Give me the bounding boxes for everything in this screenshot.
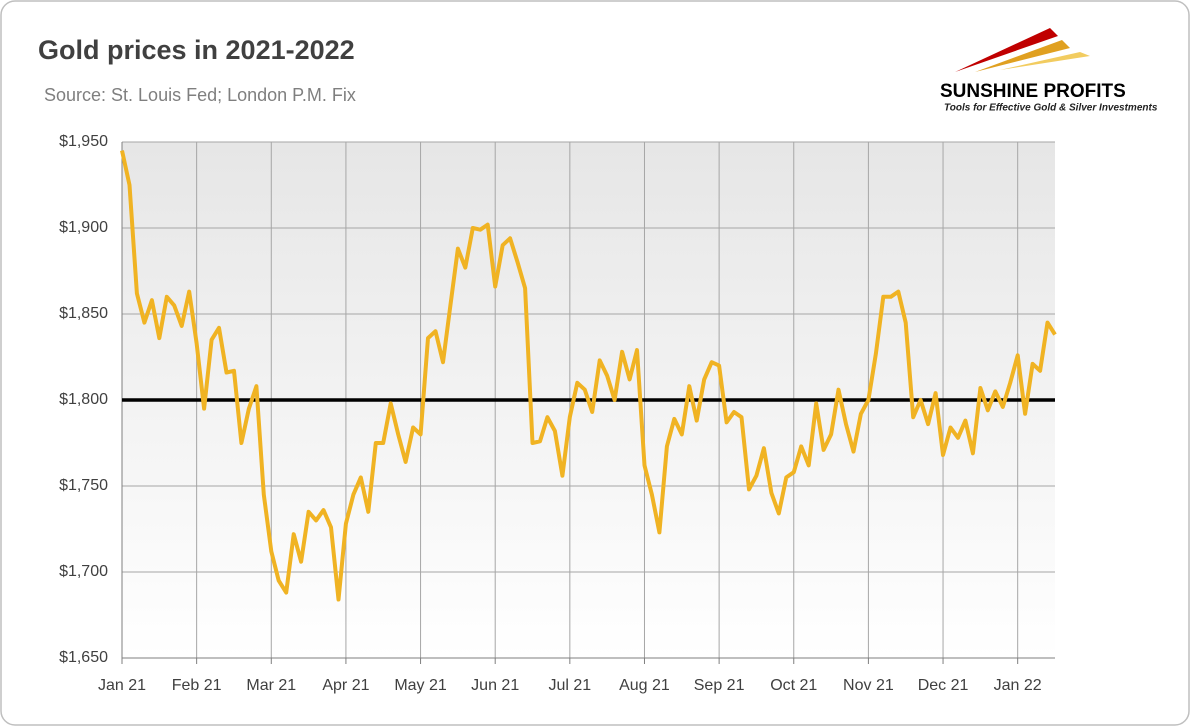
logo: SUNSHINE PROFITS Tools for Effective Gol… [940,28,1158,114]
logo-swoosh [1000,52,1090,70]
logo-name: SUNSHINE PROFITS [940,81,1126,102]
y-tick-label: $1,700 [59,563,108,580]
x-tick-label: Jul 21 [548,677,591,694]
x-tick-label: Jun 21 [471,677,519,694]
x-tick-label: Nov 21 [843,677,894,694]
price-line [120,150,1057,602]
x-tick-label: Sep 21 [694,677,745,694]
y-tick-label: $1,650 [59,649,108,666]
x-tick-label: Dec 21 [918,677,969,694]
logo-swoosh [955,28,1058,72]
chart-title: Gold prices in 2021-2022 [38,35,355,65]
x-tick-label: Apr 21 [322,677,369,694]
x-tick-label: Jan 22 [994,677,1042,694]
x-tick-label: Oct 21 [770,677,817,694]
logo-tagline: Tools for Effective Gold & Silver Invest… [944,103,1158,114]
x-tick-label: Aug 21 [619,677,670,694]
chart-subtitle: Source: St. Louis Fed; London P.M. Fix [44,85,356,105]
x-tick-label: Jan 21 [98,677,146,694]
y-tick-label: $1,950 [59,133,108,150]
x-tick-label: Feb 21 [172,677,222,694]
logo-swoosh [975,40,1070,72]
y-tick-label: $1,900 [59,219,108,236]
y-tick-label: $1,850 [59,305,108,322]
y-tick-label: $1,800 [59,391,108,408]
x-tick-label: Mar 21 [246,677,296,694]
y-tick-label: $1,750 [59,477,108,494]
x-tick-label: May 21 [394,677,447,694]
